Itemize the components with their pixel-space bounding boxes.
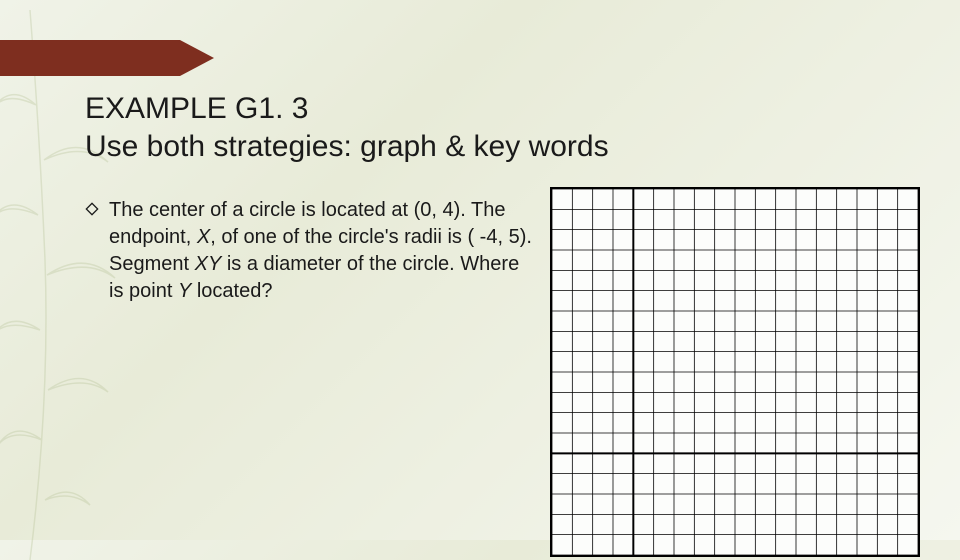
page-title: EXAMPLE G1. 3 Use both strategies: graph… bbox=[85, 90, 920, 165]
accent-arrow bbox=[180, 40, 214, 76]
slide-content: EXAMPLE G1. 3 Use both strategies: graph… bbox=[85, 90, 920, 557]
accent-bar bbox=[0, 40, 180, 76]
title-line-2: Use both strategies: graph & key words bbox=[85, 130, 609, 163]
coordinate-grid bbox=[550, 187, 920, 557]
body-row: The center of a circle is located at (0,… bbox=[85, 197, 920, 557]
problem-text: The center of a circle is located at (0,… bbox=[109, 197, 532, 305]
title-line-1: EXAMPLE G1. 3 bbox=[85, 92, 308, 125]
bullet-block: The center of a circle is located at (0,… bbox=[85, 197, 532, 305]
diamond-outline-icon bbox=[85, 202, 99, 216]
